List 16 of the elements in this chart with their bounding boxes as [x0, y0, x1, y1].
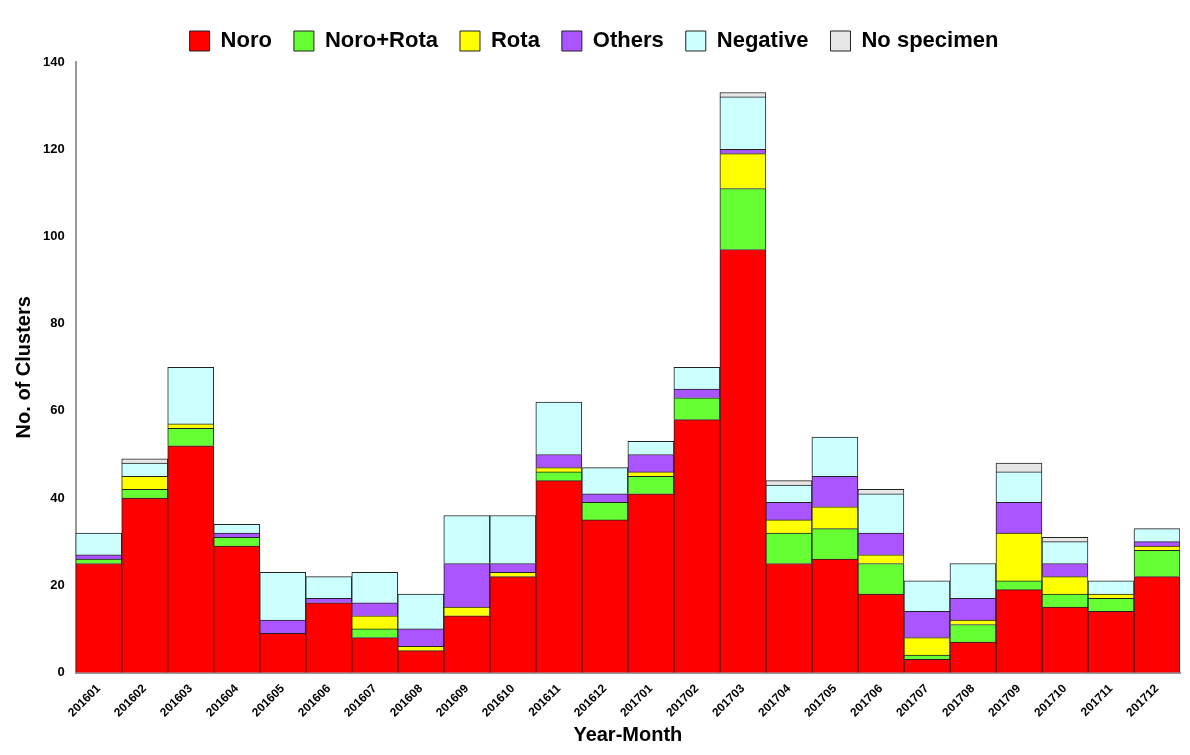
y-tick-label: 20	[50, 576, 65, 592]
y-tick-label: 120	[42, 140, 65, 156]
y-tick-label: 0	[57, 664, 65, 680]
y-tick-label: 80	[50, 315, 65, 331]
y-tick-label: 100	[42, 228, 65, 244]
legend-label: Others	[592, 27, 664, 53]
legend-label: Noro	[220, 27, 272, 53]
y-axis-title: No. of Clusters	[11, 296, 34, 439]
legend-label: No specimen	[861, 27, 999, 53]
legend-label: Rota	[490, 27, 541, 53]
y-tick-label: 40	[50, 489, 65, 505]
legend-label: Negative	[716, 27, 809, 53]
y-tick-label: 60	[50, 402, 65, 418]
x-axis-title: Year-Month	[573, 722, 683, 745]
y-tick-label: 140	[42, 53, 65, 69]
legend-label: Noro+Rota	[324, 27, 439, 53]
